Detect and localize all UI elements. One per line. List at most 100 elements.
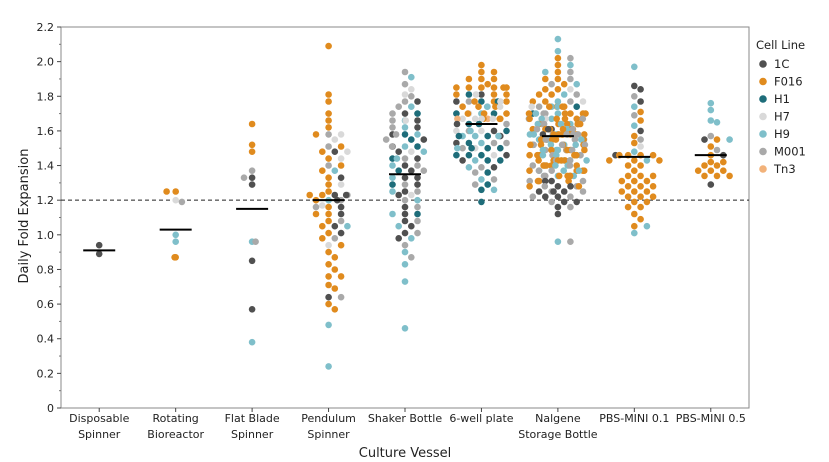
data-point: [325, 322, 332, 329]
data-point: [96, 251, 103, 258]
data-point: [453, 84, 460, 91]
data-point: [332, 223, 339, 230]
data-point: [637, 143, 644, 150]
data-point: [701, 136, 708, 143]
data-point: [535, 178, 542, 185]
y-tick-label: 1.0: [37, 229, 55, 242]
data-point: [536, 91, 543, 98]
data-point: [550, 188, 557, 195]
data-point: [325, 294, 332, 301]
data-point: [631, 211, 638, 218]
data-point: [491, 140, 498, 147]
y-axis: 00.20.40.60.81.01.21.41.61.82.02.2: [37, 21, 62, 415]
legend-label: H1: [774, 92, 790, 106]
data-point: [714, 119, 721, 126]
x-tick-label: Disposable: [69, 412, 129, 425]
data-point: [325, 249, 332, 256]
data-point: [561, 188, 568, 195]
data-point: [701, 173, 708, 180]
data-point: [497, 157, 504, 164]
data-point: [478, 76, 485, 83]
data-point: [644, 188, 651, 195]
data-point: [500, 84, 507, 91]
data-point: [408, 192, 415, 199]
data-point: [402, 69, 409, 76]
data-point: [402, 211, 409, 218]
data-point: [466, 91, 473, 98]
data-point: [468, 145, 475, 152]
data-point: [542, 86, 549, 93]
data-point: [249, 181, 256, 188]
data-point: [561, 81, 568, 88]
data-point: [576, 167, 583, 174]
data-point: [491, 76, 498, 83]
data-point: [179, 199, 186, 206]
data-point: [695, 167, 702, 174]
data-point: [344, 148, 351, 155]
data-point: [708, 167, 715, 174]
data-point: [465, 110, 472, 117]
data-point: [414, 181, 421, 188]
data-point: [720, 167, 727, 174]
data-point: [478, 164, 485, 171]
data-point: [171, 254, 178, 261]
legend-label: M001: [774, 145, 806, 159]
legend-label: Tn3: [773, 162, 796, 176]
data-point: [625, 162, 632, 169]
data-point: [313, 204, 320, 211]
data-point: [395, 192, 402, 199]
data-point: [543, 136, 550, 143]
data-point: [249, 258, 256, 265]
data-point: [249, 121, 256, 128]
data-point: [478, 62, 485, 69]
x-tick-label: Flat Blade: [225, 412, 280, 425]
x-tick-label: Shaker Bottle: [368, 412, 442, 425]
data-point: [536, 188, 543, 195]
data-point: [478, 152, 485, 159]
data-point: [573, 103, 580, 110]
legend-label: H9: [774, 127, 790, 141]
data-point: [478, 69, 485, 76]
data-point: [503, 98, 510, 105]
data-point: [338, 162, 345, 169]
data-point: [491, 128, 498, 135]
data-point: [389, 117, 396, 124]
data-point: [637, 193, 644, 200]
data-point: [503, 140, 510, 147]
data-point: [625, 193, 632, 200]
data-point: [567, 86, 574, 93]
data-point: [408, 93, 415, 100]
data-point: [402, 91, 409, 98]
data-point: [319, 148, 326, 155]
data-point: [408, 74, 415, 81]
data-point: [172, 238, 179, 245]
data-point: [338, 131, 345, 138]
data-point: [402, 188, 409, 195]
data-point: [503, 128, 510, 135]
data-point: [644, 199, 651, 206]
data-point: [325, 174, 332, 181]
data-point: [536, 103, 543, 110]
data-point: [414, 124, 421, 131]
data-point: [325, 155, 332, 162]
data-point: [490, 116, 497, 123]
data-point: [491, 84, 498, 91]
data-point: [555, 183, 562, 190]
data-point: [325, 188, 332, 195]
data-point: [573, 81, 580, 88]
data-point: [414, 162, 421, 169]
data-point: [542, 76, 549, 83]
data-point: [402, 218, 409, 225]
data-point: [414, 131, 421, 138]
data-point: [325, 110, 332, 117]
data-point: [325, 98, 332, 105]
data-point: [656, 157, 663, 164]
data-point: [573, 152, 580, 159]
data-point: [249, 167, 256, 174]
data-point: [497, 103, 504, 110]
data-point: [576, 183, 583, 190]
data-point: [555, 238, 562, 245]
data-point: [559, 142, 566, 149]
data-point: [414, 211, 421, 218]
data-point: [319, 202, 326, 209]
